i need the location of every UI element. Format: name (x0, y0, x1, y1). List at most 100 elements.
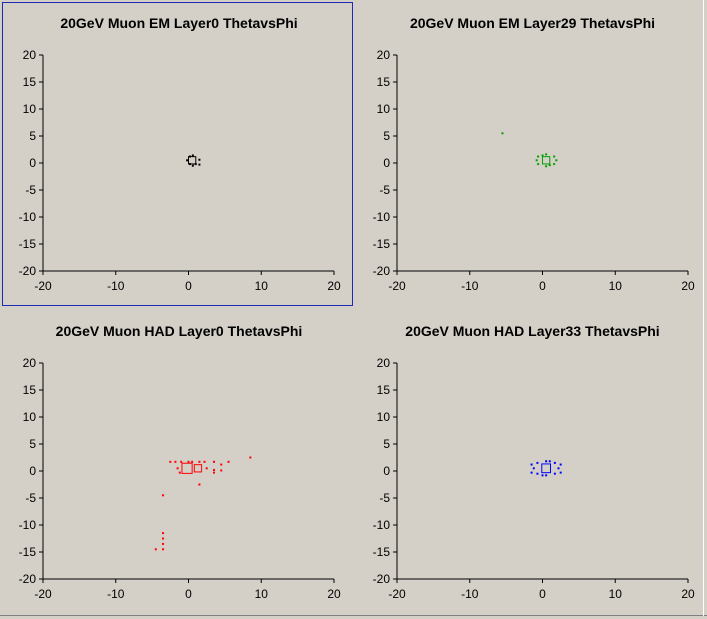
chart-svg: 20GeV Muon HAD Layer33 ThetavsPhi -20 -15 -… (373, 323, 695, 601)
y-tick-label: -15 (373, 237, 391, 251)
data-point (162, 542, 165, 545)
data-point (553, 163, 556, 166)
data-point (536, 461, 539, 464)
data-point (188, 155, 191, 158)
chart-title: 20GeV Muon HAD Layer0 ThetavsPhi (56, 323, 303, 339)
x-tick-label: 0 (185, 587, 192, 601)
y-tick-label: 0 (383, 156, 390, 170)
x-tick-label: 0 (539, 279, 546, 293)
plot-panel-em-layer0[interactable]: 20GeV Muon EM Layer0 ThetavsPhi -20 -15 -10… (0, 0, 354, 308)
y-tick-label: 15 (23, 75, 37, 89)
y-tick-label: 5 (383, 437, 390, 451)
y-tick-label: -10 (373, 210, 391, 224)
y-tick-label: -15 (19, 545, 37, 559)
data-point (536, 472, 539, 475)
data-point (553, 472, 556, 475)
y-tick-label: -20 (19, 572, 37, 586)
x-tick-label: -20 (34, 587, 52, 601)
y-tick-label: 20 (377, 48, 391, 62)
y-tick-label: -10 (19, 518, 37, 532)
data-point (174, 460, 177, 463)
y-tick-label: 15 (377, 75, 391, 89)
y-tick-label: 20 (23, 356, 37, 370)
data-point (530, 471, 533, 474)
y-tick-label: 5 (29, 437, 36, 451)
chart-title: 20GeV Muon HAD Layer33 ThetavsPhi (405, 323, 659, 339)
data-point (545, 474, 548, 477)
data-point (198, 163, 201, 166)
y-tick-label: 15 (23, 383, 37, 397)
x-tick-label: 20 (327, 587, 341, 601)
data-point (220, 463, 223, 466)
data-point (227, 460, 230, 463)
x-tick-label: 10 (609, 587, 623, 601)
data-point (545, 153, 548, 156)
x-tick-label: 20 (681, 587, 695, 601)
data-point (176, 467, 179, 470)
chart-title: 20GeV Muon EM Layer29 ThetavsPhi (410, 15, 655, 31)
plot-panel-em-layer29[interactable]: 20GeV Muon EM Layer29 ThetavsPhi -20 -15 -1… (354, 0, 707, 308)
y-tick-label: -15 (19, 237, 37, 251)
data-point (162, 494, 165, 497)
data-point (557, 467, 560, 470)
data-point (555, 159, 558, 162)
data-point (501, 132, 504, 135)
y-tick-label: -10 (373, 518, 391, 532)
data-point (541, 154, 544, 157)
chart-svg: 20GeV Muon EM Layer0 ThetavsPhi -20 -15 -10… (19, 15, 341, 293)
data-point (198, 158, 201, 161)
data-point (194, 163, 197, 166)
y-tick-label: -5 (379, 183, 390, 197)
data-point (553, 155, 556, 158)
data-point (548, 164, 551, 167)
data-point (186, 159, 189, 162)
data-box (188, 156, 197, 165)
chart-svg: 20GeV Muon HAD Layer0 ThetavsPhi -20 -15 -1… (19, 323, 341, 601)
data-point (220, 469, 223, 472)
data-box (542, 156, 551, 165)
plot-panel-had-layer0[interactable]: 20GeV Muon HAD Layer0 ThetavsPhi -20 -15 -1… (0, 308, 354, 616)
x-tick-label: -10 (461, 587, 479, 601)
data-point (162, 537, 165, 540)
data-point (212, 471, 215, 474)
plot-panel-had-layer33[interactable]: 20GeV Muon HAD Layer33 ThetavsPhi -20 -15 -… (354, 308, 707, 616)
data-point (198, 483, 201, 486)
y-tick-label: -20 (19, 264, 37, 278)
data-box (193, 464, 203, 473)
data-point (205, 467, 208, 470)
data-point (188, 163, 191, 166)
data-point (198, 460, 201, 463)
x-tick-label: -20 (388, 587, 406, 601)
data-point (249, 456, 252, 459)
data-point (162, 548, 165, 551)
x-tick-label: -20 (34, 279, 52, 293)
data-point (545, 165, 548, 168)
y-tick-label: 0 (29, 464, 36, 478)
x-tick-label: 20 (681, 279, 695, 293)
y-tick-label: -10 (19, 210, 37, 224)
y-tick-label: 10 (23, 410, 37, 424)
data-point (532, 467, 535, 470)
data-point (559, 471, 562, 474)
y-tick-label: -5 (25, 183, 36, 197)
data-point (154, 548, 157, 551)
x-tick-label: 10 (255, 279, 269, 293)
data-point (212, 468, 215, 471)
data-point (191, 460, 194, 463)
chart-svg: 20GeV Muon EM Layer29 ThetavsPhi -20 -15 -1… (373, 15, 695, 293)
y-tick-label: -15 (373, 545, 391, 559)
data-point (191, 164, 194, 167)
y-tick-label: 10 (377, 102, 391, 116)
y-tick-label: 10 (377, 410, 391, 424)
data-point (203, 460, 206, 463)
x-tick-label: -10 (461, 279, 479, 293)
x-tick-label: -20 (388, 279, 406, 293)
y-tick-label: 0 (383, 464, 390, 478)
window-right-edge (703, 0, 704, 616)
y-tick-label: 5 (29, 129, 36, 143)
window-bottom-edge (0, 615, 707, 616)
data-point (537, 155, 540, 158)
data-point (535, 159, 538, 162)
data-point (187, 460, 190, 463)
y-tick-label: -5 (25, 491, 36, 505)
